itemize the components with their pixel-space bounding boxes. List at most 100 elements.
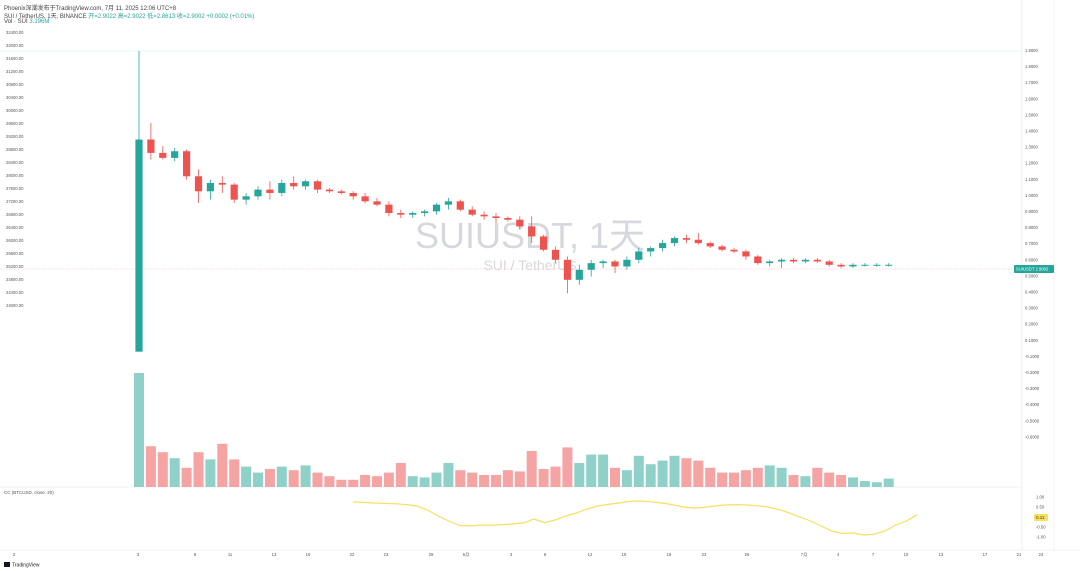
price-axis-tick: 1.4000 xyxy=(1025,129,1038,134)
price-axis-tick: -0.3000 xyxy=(1025,386,1040,391)
candle-body xyxy=(183,151,191,177)
price-axis-tick: 0.1000 xyxy=(1025,338,1038,343)
volume-bar xyxy=(419,477,430,487)
candle-body xyxy=(730,249,738,252)
price-axis-tick: -0.4000 xyxy=(1025,402,1040,407)
volume-bar xyxy=(562,447,573,487)
publisher-line: Phoenix深潮发布于TradingView.com, 7月 11, 2025… xyxy=(4,6,177,12)
left-axis-tick: 31600.00 xyxy=(6,56,24,61)
volume-bar xyxy=(836,475,847,487)
candle-body xyxy=(563,259,571,280)
price-axis-tick: 1.6000 xyxy=(1025,96,1038,101)
candle-body xyxy=(504,218,512,220)
volume-bar xyxy=(550,466,561,487)
time-axis-tick: 8 xyxy=(194,552,197,557)
volume-bar xyxy=(324,476,335,487)
left-axis-tick: 32400.00 xyxy=(6,30,24,35)
time-axis-tick: 11 xyxy=(228,552,233,557)
price-axis[interactable]: 1.9000 1.8000 1.7000 1.6000 1.5000 1.4000 1.30… xyxy=(1025,48,1040,439)
time-axis-tick: 7月 xyxy=(801,552,808,558)
volume-bar xyxy=(586,454,597,487)
time-axis-tick: 17 xyxy=(983,552,988,557)
candle-body xyxy=(647,248,655,252)
time-axis-tick: 18 xyxy=(667,552,672,557)
candle-body xyxy=(718,246,726,250)
price-axis-tick: 1.7000 xyxy=(1025,80,1038,85)
volume-bar xyxy=(288,470,299,487)
candle-body xyxy=(171,151,179,158)
time-axis-tick: 10 xyxy=(904,552,909,557)
cc-axis-tick: -0.50 xyxy=(1036,525,1046,530)
volume-bar xyxy=(193,452,204,487)
time-axis-tick: 24 xyxy=(1039,552,1044,557)
price-axis-tick: 1.3000 xyxy=(1025,145,1038,150)
time-axis-tick: 23 xyxy=(702,552,707,557)
candle-body xyxy=(670,238,679,244)
candle-body xyxy=(385,204,393,214)
volume-bar xyxy=(729,472,739,487)
candle-body xyxy=(242,196,250,200)
price-axis-tick: 1.2000 xyxy=(1025,161,1038,166)
volume-bar xyxy=(407,476,418,487)
volume-bar xyxy=(812,467,823,487)
candle-body xyxy=(194,176,203,192)
price-axis-tick: -0.1000 xyxy=(1025,354,1040,359)
candle-body xyxy=(206,182,214,192)
candles xyxy=(135,51,893,352)
candle-body xyxy=(135,139,143,352)
price-axis-tick: -0.5000 xyxy=(1025,418,1040,423)
time-axis-tick: 7 xyxy=(872,552,875,557)
candle-body xyxy=(397,213,405,215)
candle-body xyxy=(694,239,702,244)
candle-body xyxy=(278,182,286,193)
volume-bar xyxy=(859,481,870,487)
volume-bar xyxy=(645,464,656,487)
volume-bar xyxy=(800,476,811,487)
left-axis-tick: 30800.00 xyxy=(6,82,24,87)
time-axis-tick: 29 xyxy=(429,552,434,557)
price-axis-tick: 1.1000 xyxy=(1025,177,1038,182)
time-axis-tick: 6月 xyxy=(463,552,470,558)
volume-bar xyxy=(205,459,216,487)
candle-body xyxy=(682,238,690,240)
left-axis-tick: 26000.00 xyxy=(6,238,24,243)
volume-bar xyxy=(443,463,454,487)
cc-axis-tick: -1.00 xyxy=(1036,535,1046,540)
time-axis-tick: 16 xyxy=(306,552,311,557)
candle-body xyxy=(302,181,310,187)
left-axis-tick: 24000.00 xyxy=(6,303,24,308)
candle-body xyxy=(837,264,845,267)
price-axis-tick: -0.6000 xyxy=(1025,434,1040,439)
volume-label: Vol · SUI 3.196M xyxy=(4,19,49,25)
volume-bar xyxy=(300,465,311,487)
left-axis-tick: 25200.00 xyxy=(6,264,24,269)
volume-bar xyxy=(669,455,680,487)
price-axis-tick: 0.6000 xyxy=(1025,257,1038,262)
candle-body xyxy=(480,214,488,217)
volume-bar xyxy=(229,459,240,487)
volume-bar xyxy=(883,478,894,487)
volume-bar xyxy=(693,460,704,487)
candle-body xyxy=(742,251,750,257)
volume-bar xyxy=(491,475,501,487)
footer-brand: TradingView xyxy=(12,563,40,569)
left-axis-tick: 24400.00 xyxy=(6,290,24,295)
volume-bar xyxy=(502,470,513,487)
candle-body xyxy=(706,243,714,247)
left-axis-tick: 29200.00 xyxy=(6,134,24,139)
candle-body xyxy=(599,261,607,264)
volume-bar xyxy=(467,472,478,487)
candle-body xyxy=(766,261,774,264)
candle-body xyxy=(611,261,619,267)
watermark-subtitle: SUI / TetherUS xyxy=(483,257,576,273)
time-axis[interactable]: 2 3 8 11 13 16 22 23 29 6月 3 6 12 15 18 23 26 7月 4 7 10 13 17 2… xyxy=(13,552,1044,558)
symbol-name: SUI / TetherUS, 1天, BINANCE xyxy=(4,14,87,20)
volume-name: Vol · SUI xyxy=(4,19,28,25)
volume-bar xyxy=(598,454,609,487)
volume-bar xyxy=(276,466,287,487)
candle-body xyxy=(290,182,298,187)
candle-body xyxy=(659,243,667,249)
volume-bar xyxy=(752,467,763,487)
volume-bars xyxy=(134,373,894,487)
